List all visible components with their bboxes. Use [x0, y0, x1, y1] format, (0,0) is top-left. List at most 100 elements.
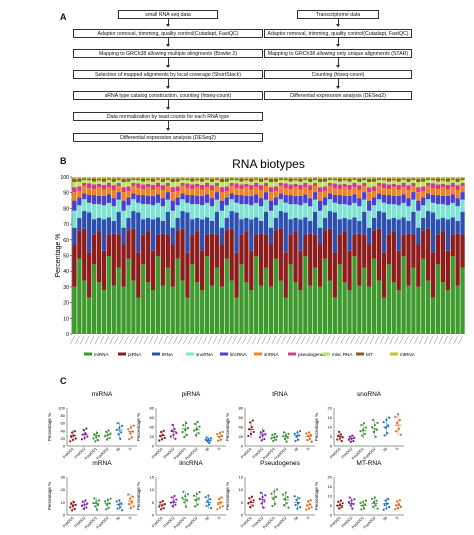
dot-plot-x-label: Nt	[383, 446, 389, 452]
bar-segment-snoRNA	[391, 204, 396, 218]
dot-plot-y-tick: 5	[330, 503, 333, 508]
bar-segment-miRNA	[367, 286, 372, 334]
dot-plot-point	[181, 430, 184, 434]
bar-segment-miRNA	[273, 258, 279, 334]
bar-segment-mtRNA	[180, 177, 185, 179]
bar-segment-misc-RNA	[426, 179, 431, 183]
dot-plot-title: Pseudogenes	[260, 460, 301, 467]
bar-segment-mtRNA	[82, 177, 87, 179]
dot-plot-point	[96, 508, 99, 511]
bar-segment-pseudogenes	[96, 183, 102, 188]
bar-segment-MT	[278, 178, 283, 180]
dot-plot-y-tick: 5	[330, 434, 333, 439]
bar-segment-snRNA	[141, 189, 146, 196]
dot-plot-point	[108, 437, 111, 440]
bar-segment-tRNA	[426, 211, 431, 229]
legend-label: tRNA	[162, 352, 174, 357]
bar-segment-mtRNA	[214, 177, 220, 179]
bar-segment-snoRNA	[435, 204, 441, 220]
x-tick-label	[296, 335, 301, 345]
right-step-step-2: Adaptor removal, trimming, quality contr…	[264, 29, 412, 38]
dot-plot-x-label: PreOD1	[329, 516, 342, 529]
bar-segment-miRNA	[278, 280, 283, 334]
bar-segment-mtRNA	[254, 177, 259, 179]
legend-label: pseudogenes	[298, 352, 326, 357]
bar-segment-misc-RNA	[322, 181, 328, 187]
bar-segment-piRNA	[209, 233, 215, 286]
dot-plot-point	[252, 430, 255, 434]
bar-segment-misc-RNA	[254, 179, 259, 183]
bar-segment-MT	[136, 178, 141, 181]
bar-segment-MT	[195, 178, 200, 181]
bar-segment-mtRNA	[106, 177, 111, 179]
dot-plot-point	[336, 438, 339, 441]
bar-segment-pseudogenes	[342, 183, 347, 188]
dot-plot-point	[162, 429, 165, 432]
bar-segment-snRNA	[175, 191, 180, 198]
bar-segment-pseudogenes	[391, 183, 396, 188]
bar-segment-lincRNA	[317, 200, 323, 211]
bar-segment-mtRNA	[229, 177, 234, 179]
x-tick-label	[394, 335, 399, 345]
bar-segment-tRNA	[254, 217, 259, 235]
bar-segment-piRNA	[440, 231, 446, 283]
y-tick-label: 40	[63, 269, 69, 275]
dot-plot-point	[294, 503, 297, 507]
bar-segment-miRNA	[362, 267, 367, 334]
bar-segment-tRNA	[204, 217, 210, 235]
dot-plot-y-tick: 80	[61, 413, 66, 418]
bar-segment-piRNA	[195, 231, 200, 283]
dot-plot-point	[129, 507, 133, 510]
bar-segment-snoRNA	[371, 205, 377, 218]
bar-segment-misc-RNA	[357, 181, 362, 186]
bar-segment-MT	[352, 178, 357, 180]
bar-segment-piRNA	[342, 231, 347, 283]
bar-segment-piRNA	[298, 250, 303, 291]
x-tick-label	[193, 335, 198, 345]
x-tick-label	[355, 335, 360, 345]
x-tick-label	[384, 335, 390, 345]
dot-plot-point	[161, 500, 164, 503]
bar-segment-MT	[106, 178, 111, 180]
bar-segment-lincRNA	[308, 198, 313, 207]
bar-segment-MT	[268, 178, 274, 183]
bar-segment-snoRNA	[254, 202, 259, 218]
left-step-step-2: Adaptor removal, trimming, quality contr…	[73, 29, 263, 38]
dot-plot-point	[105, 503, 108, 506]
dot-plot-point	[104, 430, 108, 433]
dot-plot-x-label: Nt	[383, 515, 389, 521]
dot-plot-point	[396, 500, 399, 503]
bar-segment-snRNA	[155, 187, 161, 195]
dot-plot-point	[372, 500, 375, 504]
legend-label: lincRNA	[230, 352, 248, 357]
bar-segment-piRNA	[273, 230, 279, 259]
dot-plot-point	[275, 488, 278, 491]
bar-segment-miRNA	[421, 258, 426, 334]
dot-plot-point	[247, 502, 250, 505]
bar-segment-piRNA	[219, 244, 224, 287]
dot-plot-point	[374, 435, 377, 438]
dot-plot-x-label: Nt	[116, 446, 122, 452]
dot-plot-point	[97, 499, 100, 502]
bar-segment-MT	[234, 178, 239, 181]
bar-segment-lincRNA	[445, 195, 450, 206]
bar-segment-piRNA	[150, 250, 156, 291]
dot-plot-point	[96, 431, 99, 435]
dot-plot-point	[72, 500, 75, 504]
bar-segment-pseudogenes	[145, 183, 151, 188]
bar-segment-mtRNA	[258, 177, 264, 179]
y-tick-label: 50	[63, 254, 69, 260]
bar-segment-pseudogenes	[371, 186, 377, 192]
dot-plot-point	[170, 429, 173, 432]
dot-plot-point	[116, 422, 119, 425]
dot-plot-point	[305, 508, 308, 511]
bar-segment-snoRNA	[283, 202, 288, 213]
bar-segment-piRNA	[258, 233, 264, 286]
bar-segment-miRNA	[175, 258, 180, 334]
bar-segment-mtRNA	[87, 177, 92, 179]
bar-segment-snRNA	[455, 189, 460, 199]
bar-segment-snoRNA	[145, 204, 151, 218]
dot-plot-y-label: Percentage %	[225, 413, 230, 441]
bar-segment-snRNA	[195, 187, 200, 196]
bar-segment-pseudogenes	[185, 183, 190, 189]
